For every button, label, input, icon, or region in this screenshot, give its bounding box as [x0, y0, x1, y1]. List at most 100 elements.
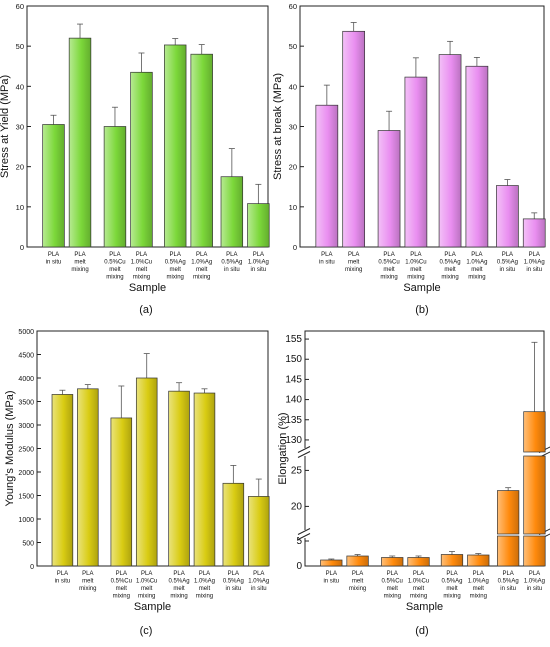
bar: [523, 535, 546, 567]
y-tick-label: 30: [289, 123, 297, 132]
bar: [346, 555, 369, 567]
bar: [465, 65, 489, 248]
x-tick-label: PLA 0.5%Cu melt mixing: [382, 571, 403, 600]
x-tick-label: PLA 1.0%Ag in situ: [248, 252, 269, 273]
axis-break-gap: [299, 530, 550, 538]
bar: [381, 557, 404, 567]
x-tick-label: PLA 1.0%Ag melt mixing: [466, 252, 487, 281]
bar: [404, 76, 428, 248]
bar: [523, 411, 546, 453]
x-tick-label: PLA 1.0%Ag melt mixing: [468, 571, 489, 600]
bar: [190, 53, 213, 248]
x-tick-label: PLA 1.0%Ag in situ: [524, 252, 545, 273]
y-tick-label: 140: [285, 395, 302, 406]
axis-break-mark: [297, 451, 311, 458]
bar: [342, 30, 366, 248]
y-tick-label: 135: [285, 415, 302, 426]
y-axis-label: Stress at Yield (MPa): [0, 75, 11, 178]
x-tick-label: PLA 0.5%Ag melt mixing: [440, 252, 461, 281]
x-tick-label: PLA in situ: [319, 252, 335, 266]
y-tick-label: 20: [291, 501, 303, 512]
y-tick-label: 4500: [18, 353, 34, 360]
bar: [164, 44, 187, 248]
x-tick-label: PLA 0.5%Ag in situ: [221, 252, 242, 273]
y-tick-label: 60: [289, 2, 297, 11]
x-tick-label: PLA in situ: [55, 571, 71, 585]
y-tick-label: 40: [289, 82, 297, 91]
y-axis-label: Young's Modulus (MPa): [4, 390, 16, 506]
x-tick-label: PLA 0.5%Ag melt mixing: [441, 571, 462, 600]
y-axis-label: Stress at break (MPa): [272, 73, 284, 180]
panel-label: (b): [415, 304, 428, 316]
bar: [523, 455, 546, 535]
bar: [440, 554, 464, 567]
x-tick-label: PLA 1.0%Cu melt mixing: [131, 252, 152, 281]
y-tick-label: 500: [22, 541, 34, 548]
panel-label: (c): [140, 625, 153, 637]
bar: [407, 557, 430, 567]
x-tick-label: PLA 1.0%Cu melt mixing: [136, 571, 157, 600]
bar: [377, 130, 401, 248]
x-tick-label: PLA 0.5%Ag in situ: [497, 252, 518, 273]
y-tick-label: 50: [289, 42, 297, 51]
x-tick-label: PLA 0.5%Cu melt mixing: [111, 571, 132, 600]
bar: [497, 535, 520, 567]
x-tick-label: PLA 0.5%Ag in situ: [223, 571, 244, 592]
bar: [51, 394, 74, 567]
x-tick-label: PLA 1.0%Ag melt mixing: [194, 571, 215, 600]
x-tick-label: PLA 1.0%Ag in situ: [524, 571, 545, 592]
bar: [467, 554, 490, 567]
y-tick-label: 0: [293, 243, 297, 252]
y-tick-label: 0: [20, 243, 24, 252]
x-axis-label: Sample: [129, 282, 166, 294]
bar: [315, 104, 339, 248]
x-tick-label: PLA melt mixing: [349, 571, 366, 592]
y-tick-label: 2000: [18, 470, 34, 477]
bar: [68, 37, 92, 248]
x-tick-label: PLA melt mixing: [79, 571, 96, 592]
y-tick-label: 50: [16, 42, 24, 51]
y-tick-label: 145: [285, 374, 302, 385]
y-tick-label: 4000: [18, 376, 34, 383]
bar: [42, 124, 65, 248]
y-tick-label: 5000: [18, 329, 34, 336]
x-tick-label: PLA in situ: [323, 571, 339, 585]
y-tick-label: 30: [16, 123, 24, 132]
y-tick-label: 0: [296, 561, 302, 572]
chart-panel-b: 0 10 20 30 40 50 60 PLA in situ PLA melt mixing PLA 0…: [272, 2, 546, 316]
chart-panel-d: 0 5 20 25 130 135 140 145 150 155 PLA in situ PLA mel…: [277, 330, 550, 637]
bar: [247, 203, 270, 248]
bar: [168, 390, 190, 567]
x-tick-label: PLA 0.5%Cu melt mixing: [104, 252, 125, 281]
y-tick-label: 25: [291, 465, 303, 476]
y-tick-label: 150: [285, 354, 302, 365]
x-axis-label: Sample: [403, 282, 440, 294]
y-tick-label: 5: [296, 536, 302, 547]
bar: [77, 388, 99, 567]
y-tick-label: 40: [16, 82, 24, 91]
x-tick-label: PLA 0.5%Cu melt mixing: [378, 252, 399, 281]
y-tick-label: 10: [289, 203, 297, 212]
x-tick-label: PLA 0.5%Ag in situ: [498, 571, 519, 592]
x-tick-label: PLA 1.0%Ag melt mixing: [191, 252, 212, 281]
y-tick-label: 60: [16, 2, 24, 11]
bar: [110, 417, 133, 567]
x-tick-label: PLA 1.0%Cu melt mixing: [408, 571, 429, 600]
bar: [496, 185, 519, 248]
bar: [103, 126, 127, 248]
x-tick-label: PLA melt mixing: [71, 252, 88, 273]
y-tick-label: 10: [16, 203, 24, 212]
chart-panel-c: 0 500 1000 1500 2000 2500 3000 3500 4000 4500 5000…: [4, 329, 270, 637]
y-tick-label: 130: [285, 435, 302, 446]
bar: [497, 490, 520, 535]
bar: [320, 559, 343, 567]
axis-break-mark: [297, 528, 311, 535]
y-tick-label: 1000: [18, 517, 34, 524]
axis-break-mark: [297, 446, 311, 453]
chart-panel-a: 0 10 20 30 40 50 60 PLA in situ PLA melt mixing PLA 0…: [0, 2, 270, 316]
y-tick-label: 20: [16, 163, 24, 172]
y-tick-label: 0: [30, 564, 34, 571]
bar: [438, 54, 462, 248]
